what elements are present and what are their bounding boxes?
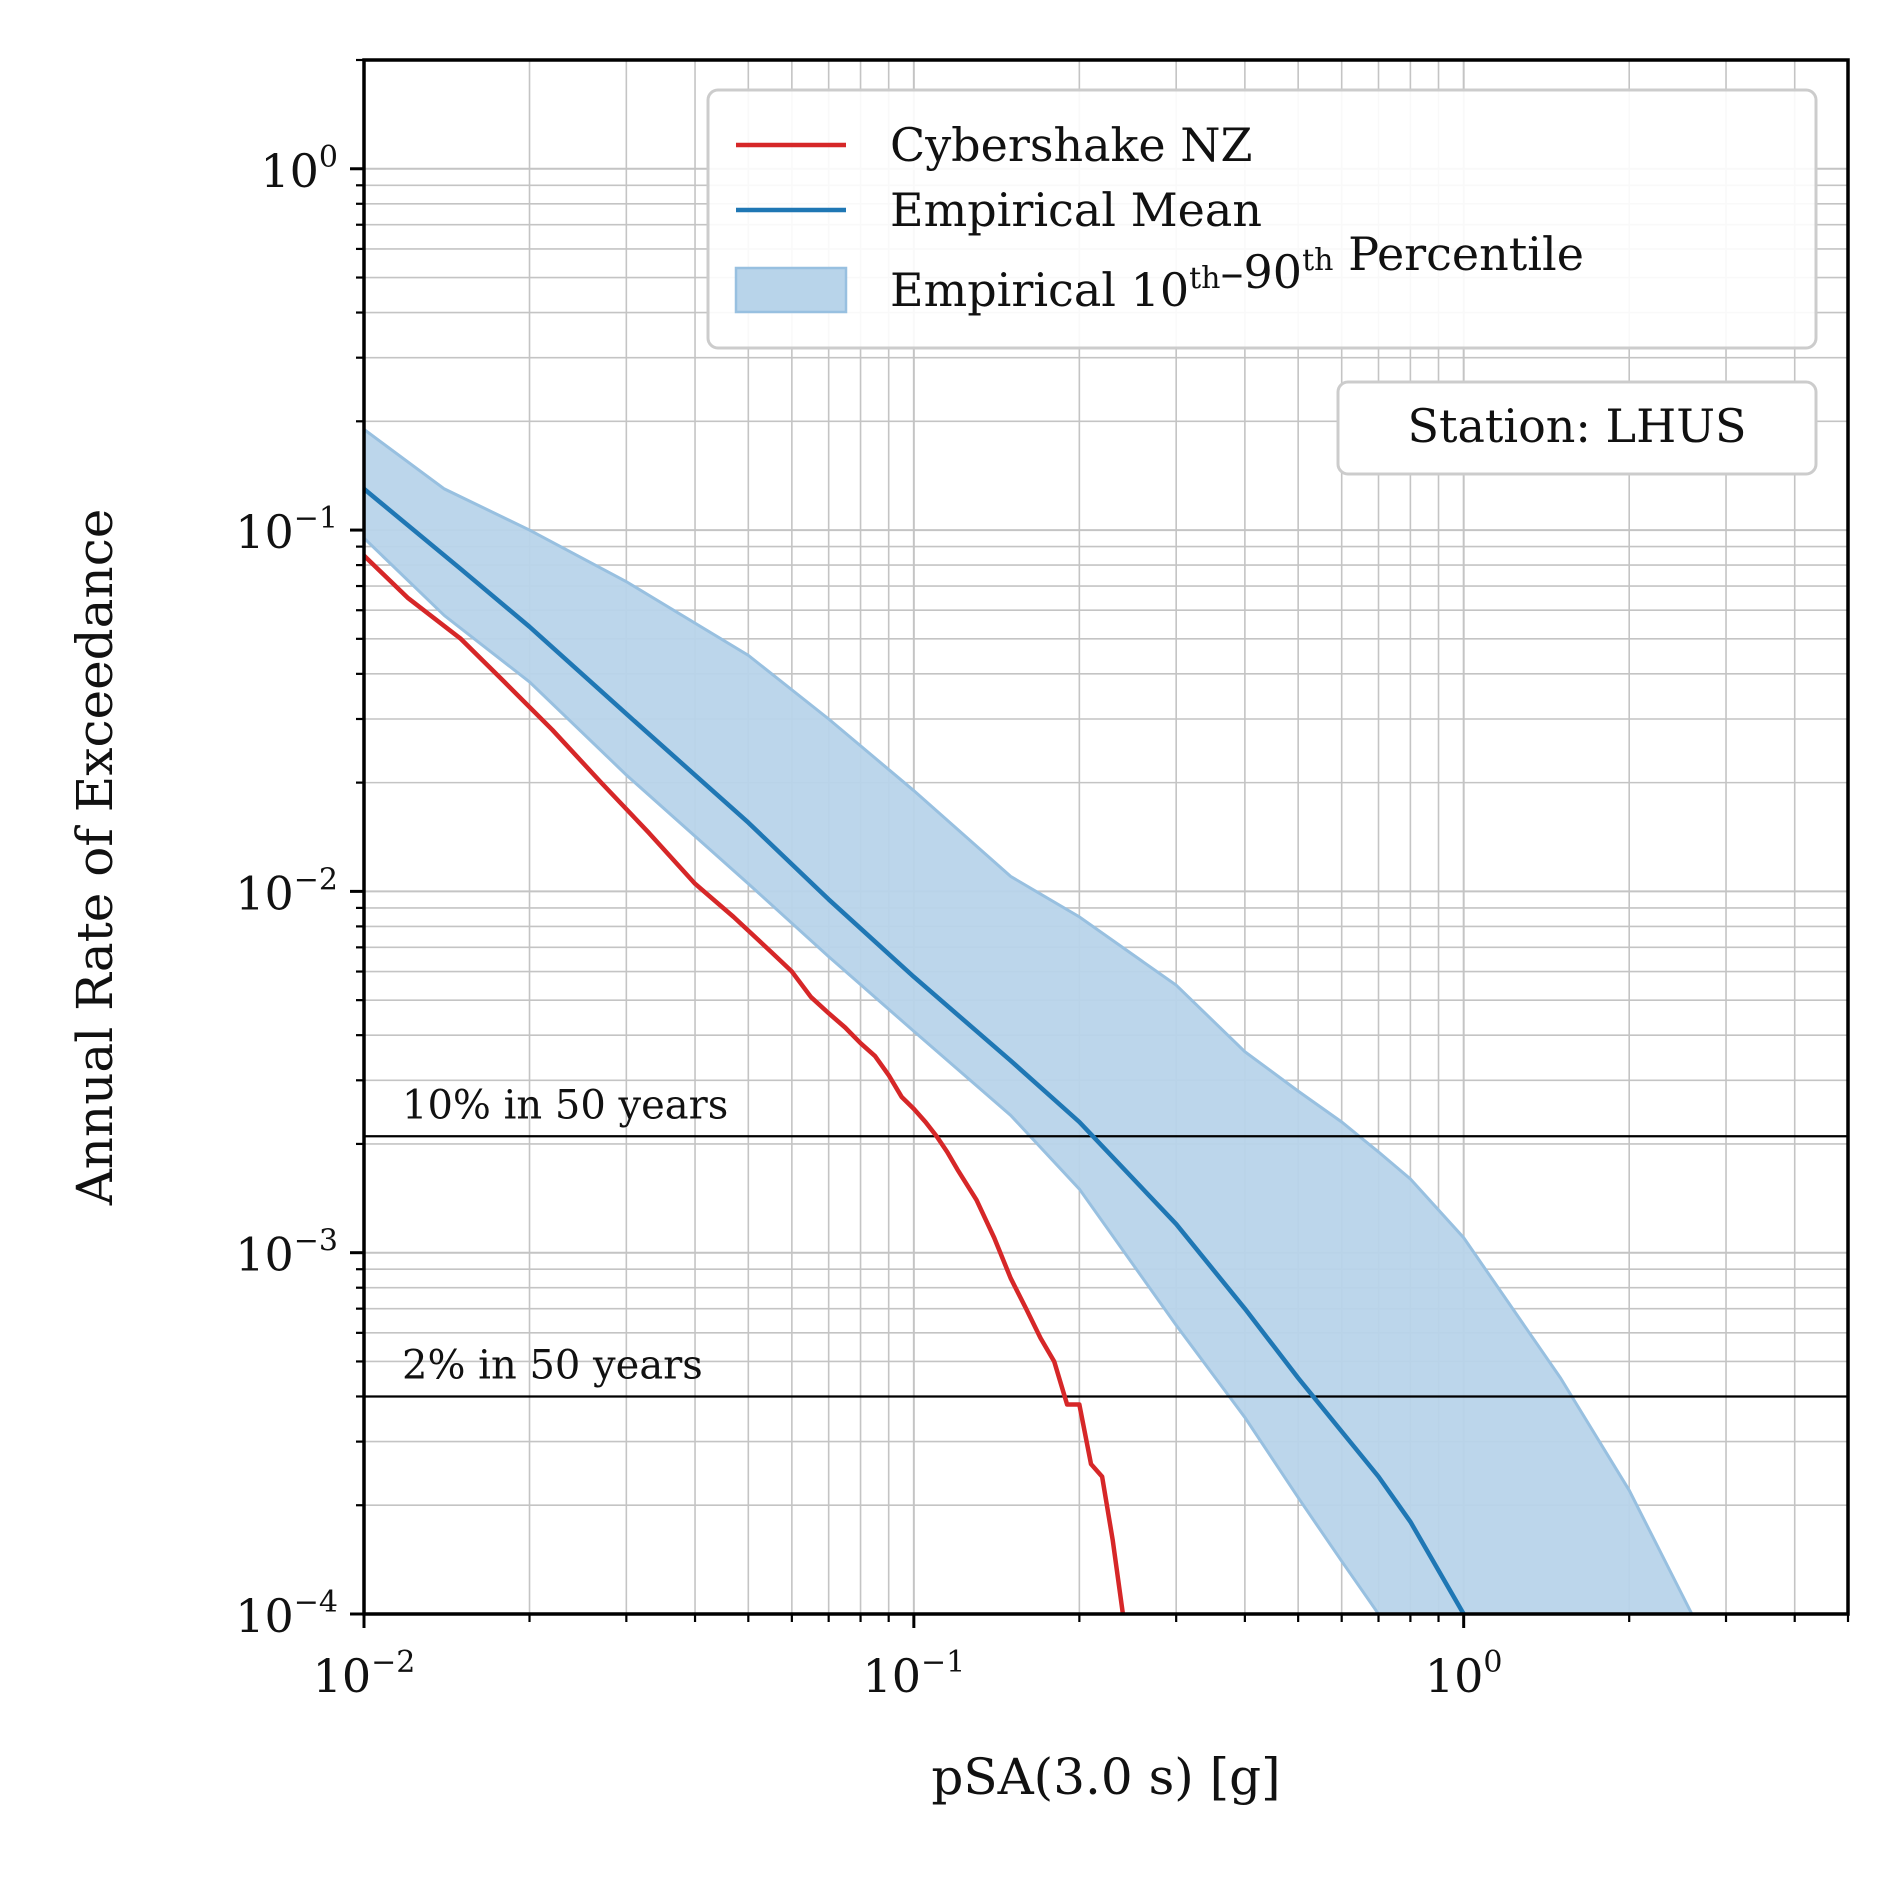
reference-line-label: 10% in 50 years xyxy=(402,1082,728,1128)
legend-band-swatch xyxy=(734,266,848,314)
x-axis-title: pSA(3.0 s) [g] xyxy=(931,1748,1280,1806)
percentile-band xyxy=(362,426,1695,1616)
y-tick-label: 10−2 xyxy=(235,862,338,920)
y-tick-label: 100 xyxy=(260,140,338,198)
legend-mean-label: Empirical Mean xyxy=(890,183,1262,237)
legend-cybershake-label: Cybershake NZ xyxy=(890,118,1252,172)
y-tick-label: 10−3 xyxy=(235,1224,338,1282)
reference-line-label: 2% in 50 years xyxy=(402,1342,703,1388)
cybershake-series-line xyxy=(362,553,1126,1615)
x-tick-label: 100 xyxy=(1425,1645,1503,1703)
empirical-mean-line xyxy=(362,487,1466,1616)
legend-box xyxy=(706,88,1818,350)
y-tick-label: 10−1 xyxy=(235,501,338,559)
y-axis-title: Annual Rate of Exceedance xyxy=(66,509,124,1207)
station-annotation: Station: LHUS xyxy=(1407,399,1746,453)
x-tick-label: 10−1 xyxy=(862,1645,965,1703)
plot-frame xyxy=(362,58,1850,1616)
station-annotation-box xyxy=(1336,380,1818,476)
legend-band-label: Empirical 10th–90th Percentile xyxy=(890,227,1584,317)
y-tick-label: 10−4 xyxy=(235,1585,338,1643)
x-tick-label: 10−2 xyxy=(313,1645,416,1703)
